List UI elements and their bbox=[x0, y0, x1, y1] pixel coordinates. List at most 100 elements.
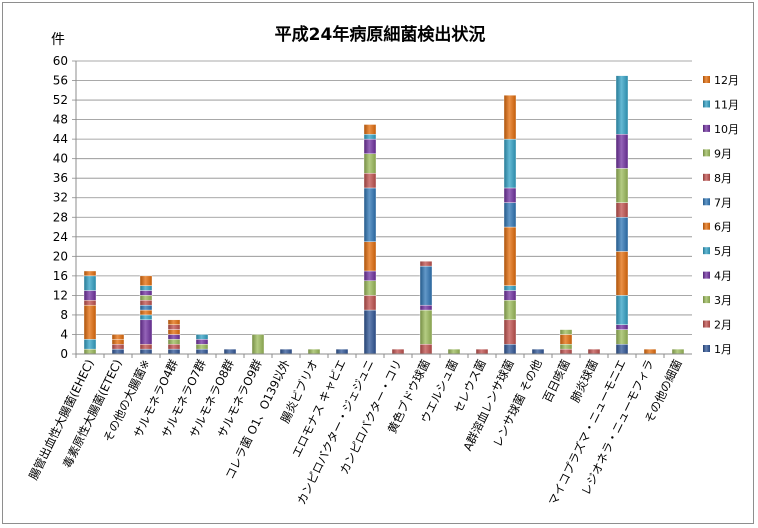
bar-segment bbox=[363, 173, 377, 189]
bar-segment bbox=[139, 319, 153, 345]
bar-segment bbox=[167, 319, 181, 325]
y-tick-label: 52 bbox=[53, 93, 68, 107]
y-tick-label: 12 bbox=[53, 288, 68, 302]
bar-segment bbox=[503, 319, 517, 345]
bar-segment bbox=[195, 334, 209, 340]
bar-segment bbox=[139, 295, 153, 301]
bar-segment bbox=[167, 329, 181, 335]
bar-segment bbox=[615, 202, 629, 218]
bar-segment bbox=[111, 348, 125, 355]
bar-segment bbox=[139, 285, 153, 291]
legend-swatch bbox=[703, 173, 710, 181]
legend-swatch bbox=[703, 320, 710, 328]
bar-segment bbox=[615, 75, 629, 135]
bar-segment bbox=[83, 290, 97, 301]
axes bbox=[75, 61, 692, 358]
legend-label: 2月 bbox=[714, 319, 732, 332]
legend-label: 7月 bbox=[714, 196, 732, 209]
bar-segment bbox=[167, 339, 181, 345]
legend-swatch bbox=[703, 222, 710, 230]
bar-segment bbox=[615, 134, 629, 169]
y-tick-label: 20 bbox=[53, 249, 68, 263]
legend-label: 12月 bbox=[714, 74, 739, 87]
legend-label: 4月 bbox=[714, 270, 732, 283]
bar-segment bbox=[503, 187, 517, 203]
y-tick-label: 60 bbox=[53, 54, 68, 68]
bar-segment bbox=[615, 344, 629, 355]
bar-segment bbox=[139, 290, 153, 296]
bar-segment bbox=[83, 270, 97, 277]
bar-segment bbox=[335, 348, 349, 355]
bar-segment bbox=[559, 329, 573, 335]
bar-segment bbox=[83, 304, 97, 340]
y-tick-label: 56 bbox=[53, 74, 68, 88]
y-tick-label: 44 bbox=[53, 132, 68, 146]
bar-segment bbox=[139, 275, 153, 286]
bar-segment bbox=[503, 138, 517, 189]
y-tick-label: 48 bbox=[53, 113, 68, 127]
legend: 12月 11月 10月 9月 8月 7月 6月 5月 4月 3月 2月 1月 bbox=[703, 74, 739, 356]
bar-segment bbox=[167, 344, 181, 350]
bar-segment bbox=[111, 334, 125, 340]
legend-label: 1月 bbox=[714, 343, 732, 356]
bar-segment bbox=[559, 348, 573, 355]
bar-segment bbox=[419, 309, 433, 345]
legend-label: 10月 bbox=[714, 123, 739, 136]
y-tick-label: 28 bbox=[53, 210, 68, 224]
bar-segment bbox=[167, 348, 181, 355]
bar-segment bbox=[615, 217, 629, 252]
bar-segment bbox=[363, 134, 377, 140]
y-tick-label: 4 bbox=[60, 327, 68, 341]
bar-segment bbox=[391, 348, 405, 355]
bar-segment bbox=[139, 309, 153, 316]
bar-segment bbox=[615, 168, 629, 203]
legend-label: 11月 bbox=[714, 98, 739, 111]
bar-segment bbox=[83, 275, 97, 291]
legend-swatch bbox=[703, 149, 710, 157]
bar-segment bbox=[363, 295, 377, 311]
y-tick-label: 24 bbox=[53, 230, 68, 244]
bar-segment bbox=[419, 304, 433, 311]
bar-segment bbox=[195, 344, 209, 350]
bar-segment bbox=[167, 324, 181, 330]
legend-label: 5月 bbox=[714, 245, 732, 258]
bar-segment bbox=[615, 251, 629, 296]
legend-swatch bbox=[703, 198, 710, 206]
bar-segment bbox=[363, 309, 377, 355]
bar-segment bbox=[615, 329, 629, 345]
bar-segment bbox=[447, 348, 461, 355]
y-tick-label: 0 bbox=[60, 347, 68, 361]
legend-swatch bbox=[703, 100, 710, 108]
bar-segment bbox=[279, 348, 293, 355]
bar-segment bbox=[671, 348, 685, 355]
bar-segment bbox=[559, 334, 573, 345]
bar-segment bbox=[363, 241, 377, 272]
bar-segment bbox=[83, 300, 97, 306]
bar-segment bbox=[363, 187, 377, 242]
bar-segment bbox=[223, 348, 237, 355]
bar-segment bbox=[503, 290, 517, 301]
legend-swatch bbox=[703, 76, 710, 83]
bar-segment bbox=[503, 94, 517, 140]
bar-segment bbox=[111, 339, 125, 345]
bar-segment bbox=[643, 348, 657, 355]
bar-segment bbox=[167, 334, 181, 340]
grid bbox=[76, 60, 692, 355]
bar-segment bbox=[111, 344, 125, 350]
bar-segment bbox=[83, 339, 97, 350]
legend-swatch bbox=[703, 247, 710, 255]
legend-swatch bbox=[703, 345, 710, 352]
bar-segment bbox=[503, 285, 517, 291]
y-axis-label: 件 bbox=[51, 32, 65, 48]
bar-segment bbox=[503, 202, 517, 228]
bar-segment bbox=[307, 348, 321, 355]
bar-segment bbox=[587, 348, 601, 355]
bar-segment bbox=[503, 344, 517, 355]
bar-segment bbox=[139, 348, 153, 355]
legend-swatch bbox=[703, 271, 710, 279]
bar-segment bbox=[139, 344, 153, 350]
bar-segment bbox=[419, 265, 433, 306]
